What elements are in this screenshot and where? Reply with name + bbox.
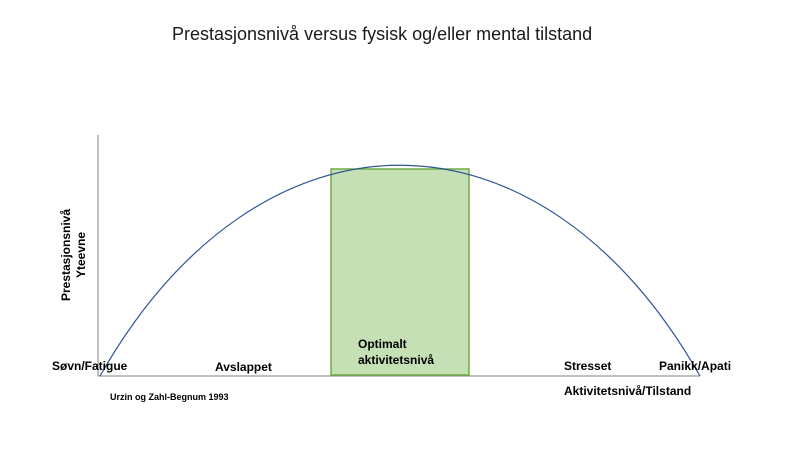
state-label-sleep: Søvn/Fatigue (52, 359, 128, 373)
state-label-stressed: Stresset (564, 359, 612, 373)
page-title: Prestasjonsnivå versus fysisk og/eller m… (172, 24, 593, 44)
optimal-zone-label: Optimalt aktivitetsnivå (358, 336, 434, 368)
optimal-zone-box (330, 168, 470, 376)
y-axis-label-line2: Yteevne (74, 231, 88, 279)
performance-curve (99, 164, 701, 377)
y-axis-label: Prestasjonsnivå Yteevne (59, 190, 89, 320)
state-label-relaxed: Avslappet (215, 360, 272, 374)
y-axis-label-line1: Prestasjonsnivå (59, 208, 73, 302)
x-axis-label: Aktivitetsnivå/Tilstand (564, 384, 692, 398)
optimal-zone-label-line1: Optimalt (358, 337, 407, 351)
source-citation: Urzin og Zahl-Begnum 1993 (110, 392, 229, 402)
optimal-zone-label-line2: aktivitetsnivå (358, 353, 435, 367)
state-label-panic: Panikk/Apati (659, 359, 732, 373)
